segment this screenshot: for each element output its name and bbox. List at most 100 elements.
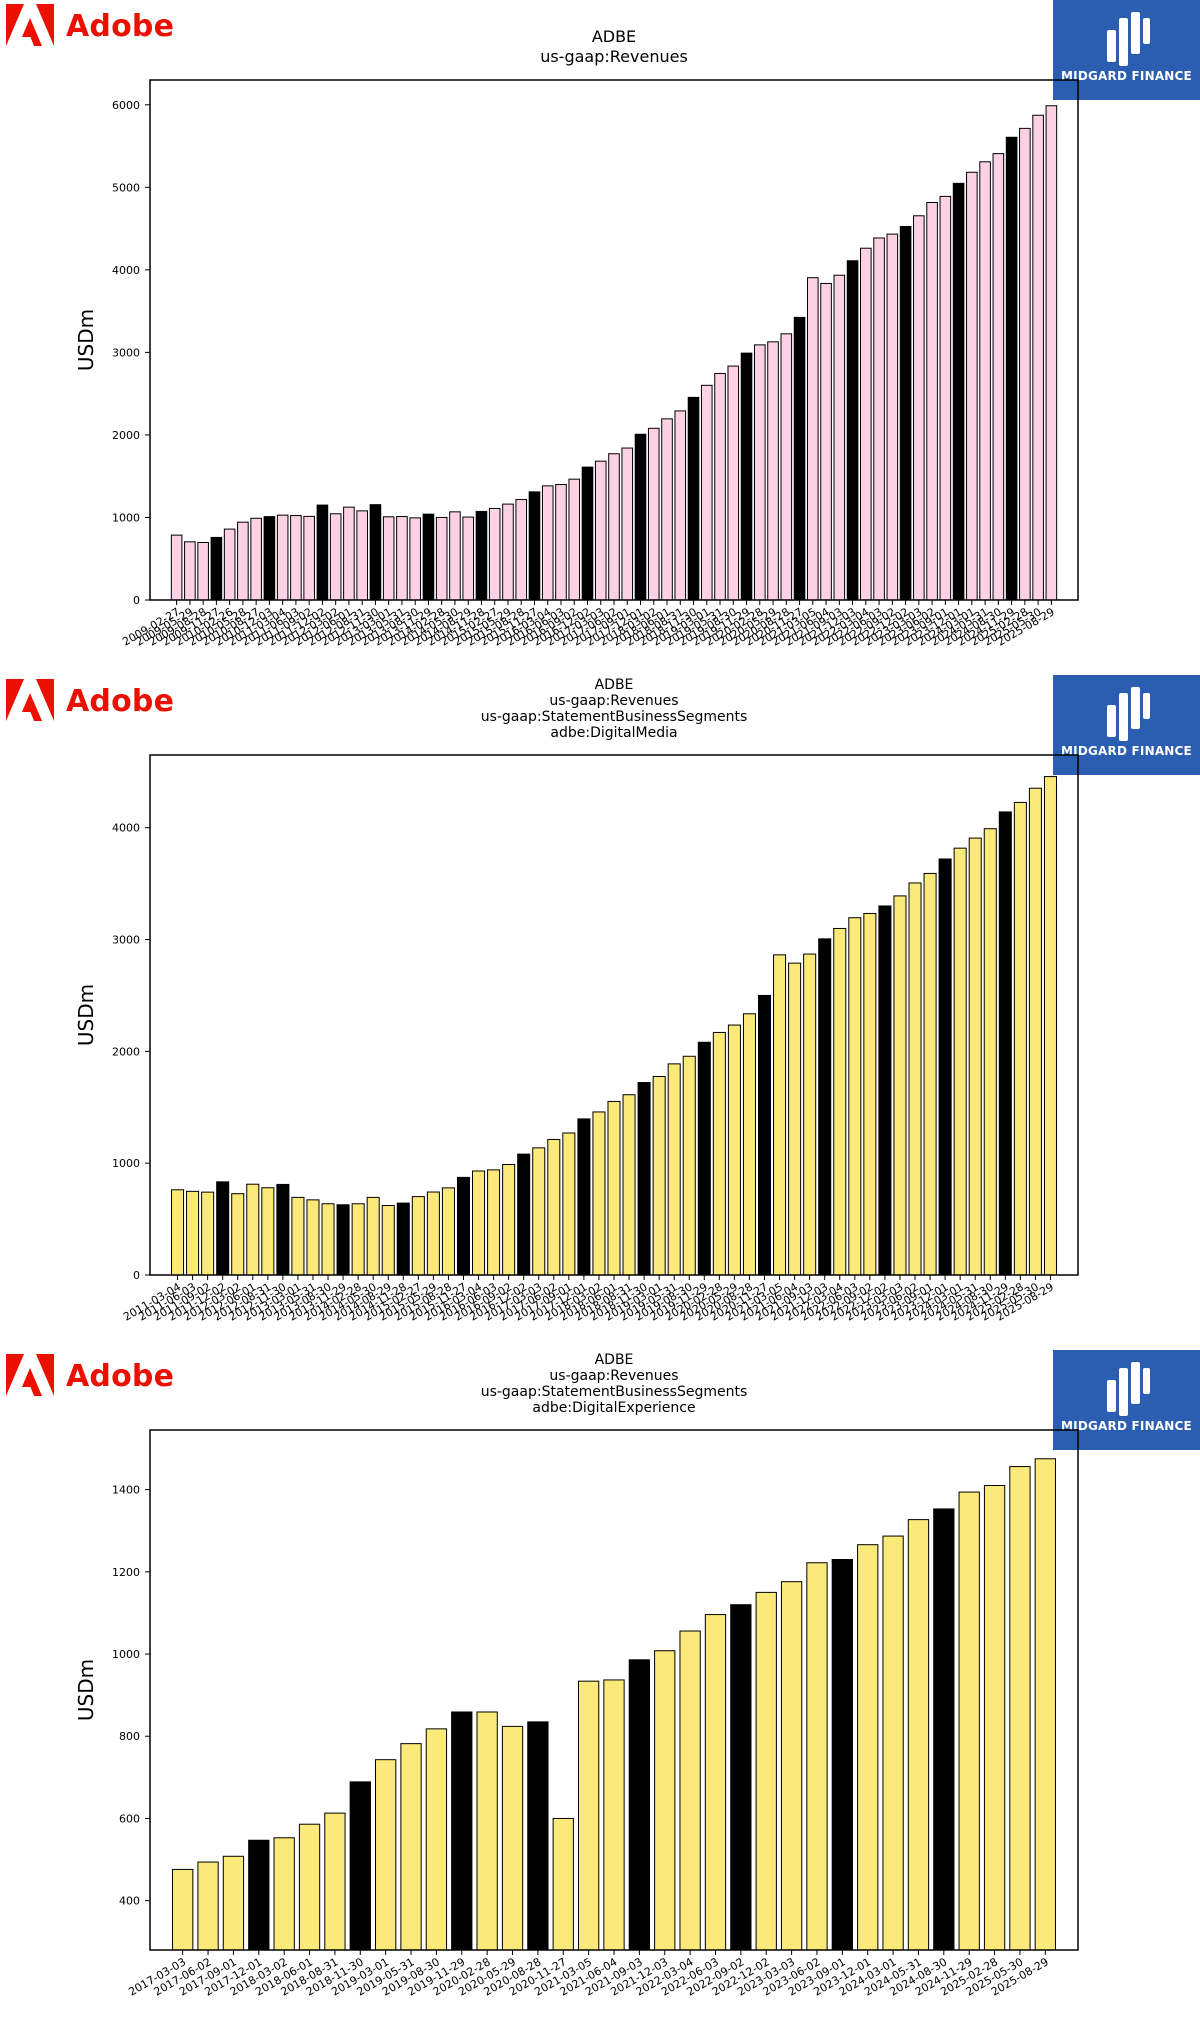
bar xyxy=(637,1082,651,1276)
chart-title-line: adbe:DigitalMedia xyxy=(550,725,677,741)
bar xyxy=(1013,801,1027,1276)
bar xyxy=(878,905,892,1276)
bar xyxy=(939,195,952,601)
bar xyxy=(396,1202,410,1276)
bar xyxy=(860,247,872,601)
bar xyxy=(170,534,183,601)
bar xyxy=(237,521,249,601)
partner-name: MIDGARD FINANCE xyxy=(1061,744,1192,758)
y-tick-label: 6000 xyxy=(112,99,140,112)
bar xyxy=(926,201,938,601)
plot-frame xyxy=(149,79,1079,601)
y-tick-label: 3000 xyxy=(112,934,140,947)
bar xyxy=(923,872,937,1276)
partner-name: MIDGARD FINANCE xyxy=(1061,69,1192,83)
bar xyxy=(263,516,276,601)
bar xyxy=(291,1196,305,1276)
bar xyxy=(755,1591,777,1951)
bar xyxy=(381,1205,395,1276)
bar xyxy=(687,396,700,601)
bar xyxy=(276,1183,290,1276)
bar xyxy=(886,233,899,601)
bar xyxy=(742,1013,756,1276)
chart-title-line: us-gaap:StatementBusinessSegments xyxy=(481,709,748,725)
y-tick-label: 1400 xyxy=(112,1484,140,1497)
bar xyxy=(674,410,687,601)
bar xyxy=(893,895,907,1276)
bar xyxy=(908,882,922,1276)
adobe-logo-icon xyxy=(6,1354,54,1396)
bar xyxy=(1034,1458,1056,1951)
bar xyxy=(172,1868,194,1951)
bar xyxy=(712,1031,726,1276)
bar xyxy=(197,541,209,601)
bar xyxy=(527,1721,549,1951)
bar xyxy=(435,516,448,601)
bar xyxy=(607,1100,621,1276)
bar xyxy=(979,161,991,601)
bar xyxy=(667,1063,681,1276)
bar xyxy=(555,484,567,601)
bar xyxy=(803,953,817,1276)
partner-name: MIDGARD FINANCE xyxy=(1061,1419,1192,1433)
bar xyxy=(831,1558,853,1951)
bar xyxy=(697,1041,711,1276)
chart-title-line: adbe:DigitalExperience xyxy=(532,1400,695,1416)
bar xyxy=(422,513,435,601)
bar xyxy=(966,171,978,601)
partner-badge: MIDGARD FINANCE xyxy=(1053,0,1200,100)
bar xyxy=(634,433,647,601)
bar-chart-digital-media: 2011-03-042011-06-032011-09-022011-12-02… xyxy=(74,677,1079,1324)
bar xyxy=(820,282,832,601)
bars xyxy=(170,105,1058,601)
company-name: Adobe xyxy=(66,684,175,719)
bar xyxy=(216,1181,230,1276)
chart-title-line: ADBE xyxy=(592,27,636,46)
bar xyxy=(568,478,581,601)
bar xyxy=(298,1823,321,1951)
bar xyxy=(532,1147,546,1276)
bar xyxy=(983,828,997,1276)
y-tick-label: 3000 xyxy=(112,346,140,359)
bar xyxy=(577,1118,591,1276)
bar xyxy=(1009,1466,1031,1951)
bar xyxy=(425,1728,448,1951)
bar xyxy=(472,1170,486,1276)
bar xyxy=(349,1781,371,1951)
bar xyxy=(528,491,541,601)
bar xyxy=(679,1630,701,1951)
midgard-logo-icon xyxy=(1107,1362,1150,1416)
bar xyxy=(714,373,726,601)
bar xyxy=(456,1176,471,1276)
bar xyxy=(222,1855,245,1951)
bar xyxy=(210,536,223,601)
bar xyxy=(475,510,488,601)
bar xyxy=(1005,136,1018,601)
y-tick-label: 800 xyxy=(119,1730,140,1743)
bar xyxy=(231,1193,245,1276)
bar xyxy=(517,1153,531,1276)
bar xyxy=(366,1196,380,1276)
bar xyxy=(740,352,753,601)
bar xyxy=(730,1604,752,1951)
bar xyxy=(727,365,740,601)
bar xyxy=(628,1659,651,1951)
bar xyxy=(562,1132,576,1276)
bar xyxy=(250,517,262,601)
chart-title-line: ADBE xyxy=(595,677,634,693)
bar xyxy=(873,237,885,601)
bar xyxy=(621,447,634,601)
bar xyxy=(449,511,461,601)
bar xyxy=(329,513,342,601)
bar xyxy=(324,1812,346,1951)
bar xyxy=(273,1837,295,1951)
bar xyxy=(552,1817,574,1951)
chart-title-line: us-gaap:StatementBusinessSegments xyxy=(481,1384,748,1400)
bar xyxy=(186,1190,200,1276)
bar xyxy=(261,1187,275,1276)
plot-frame xyxy=(149,754,1079,1276)
bar xyxy=(938,858,952,1276)
bar xyxy=(661,418,673,601)
bar xyxy=(1028,787,1042,1276)
bar xyxy=(899,226,912,601)
